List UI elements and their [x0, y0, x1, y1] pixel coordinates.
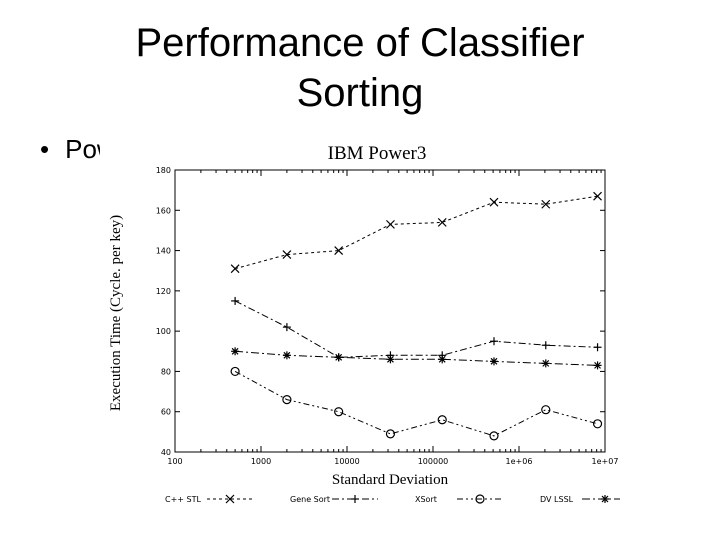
y-tick-label: 140 — [156, 247, 171, 256]
data-point — [593, 191, 602, 201]
series-line — [234, 370, 598, 437]
data-point — [489, 337, 498, 346]
data-point — [334, 407, 344, 417]
y-tick-label: 40 — [161, 448, 171, 457]
series-line — [234, 195, 598, 270]
data-point — [230, 366, 240, 377]
data-point — [386, 219, 395, 229]
data-point — [541, 341, 550, 350]
data-point — [334, 246, 344, 255]
legend-marker — [351, 495, 359, 503]
legend-marker — [475, 494, 485, 504]
data-point — [282, 323, 291, 332]
y-tick-label: 100 — [156, 327, 171, 336]
line-chart: IBM Power3 40 60 80 100 120 140 160 180 100 1000… — [108, 143, 620, 504]
data-point — [282, 395, 292, 405]
data-point — [437, 217, 447, 227]
x-tick-label: 100 — [167, 457, 182, 466]
data-point — [541, 199, 551, 209]
legend-label: XSort — [415, 495, 437, 504]
x-tick-label: 100000 — [418, 457, 449, 466]
data-point — [489, 431, 499, 441]
data-point — [282, 250, 292, 260]
data-point — [385, 429, 396, 439]
x-tick-label: 1000 — [251, 457, 271, 466]
x-tick-label: 1e+06 — [506, 457, 533, 466]
y-tick-label: 80 — [161, 367, 171, 376]
data-point — [489, 197, 499, 207]
legend-marker — [225, 494, 235, 504]
data-point — [593, 361, 602, 370]
legend-label: Gene Sort — [290, 495, 330, 504]
data-point — [437, 415, 447, 425]
x-axis: 100 1000 10000 100000 1e+06 1e+07 — [167, 170, 618, 466]
y-axis-label: Execution Time (Cycle. per key) — [108, 215, 124, 411]
bullet-dot-icon: • — [40, 134, 50, 164]
data-point — [541, 359, 550, 368]
legend-label: DV LSSL — [540, 495, 574, 504]
y-tick-label: 160 — [156, 206, 171, 215]
slide-title: Performance of Classifier Sorting — [70, 18, 650, 118]
x-axis-label: Standard Deviation — [332, 472, 449, 488]
data-point — [438, 355, 447, 364]
data-point — [593, 343, 602, 352]
series-layer — [230, 191, 603, 441]
data-point — [230, 264, 240, 274]
data-point — [282, 351, 291, 360]
chart-title: IBM Power3 — [328, 143, 427, 164]
data-point — [231, 296, 240, 305]
data-point — [592, 419, 603, 429]
data-point — [489, 357, 498, 366]
x-tick-label: 10000 — [334, 457, 359, 466]
legend-marker — [601, 495, 609, 503]
slide-title-line-2: Sorting — [296, 71, 424, 115]
series-line — [234, 300, 598, 358]
series-line — [235, 350, 598, 366]
slide-title-line-1: Performance of Classifier — [135, 21, 585, 65]
y-tick-label: 120 — [156, 287, 171, 296]
data-point — [334, 353, 343, 362]
legend-label: C++ STL — [165, 495, 202, 504]
x-tick-label: 1e+07 — [592, 457, 619, 466]
y-tick-label: 180 — [156, 166, 171, 175]
y-tick-label: 60 — [161, 408, 171, 417]
plot-area-frame — [174, 169, 606, 453]
data-point — [541, 405, 551, 415]
chart-figure: IBM Power3 40 60 80 100 120 140 160 180 100 1000… — [100, 128, 620, 508]
data-point — [386, 355, 395, 364]
legend: C++ STL Gene Sort XSort DV LSSL — [165, 494, 620, 504]
data-point — [231, 347, 240, 356]
